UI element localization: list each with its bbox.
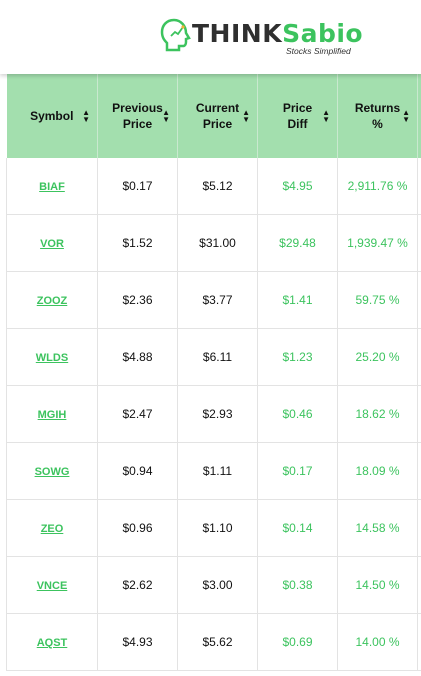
price-diff-cell: $0.69 [257,613,338,671]
brand-name-part1: THINK [192,19,283,48]
previous-price-cell: $4.93 [97,613,178,671]
current-price-cell: $2.93 [177,385,258,443]
price-diff-cell: $0.17 [257,442,338,500]
symbol-link[interactable]: WLDS [35,352,69,364]
current-price-cell: $3.00 [177,556,258,614]
column-header-price-diff[interactable]: Price Diff ▲ ▼ [257,74,338,158]
overflow-cell [417,442,421,500]
price-diff-cell: $0.14 [257,499,338,557]
table-row: ZEO $0.96 $1.10 $0.14 14.58 % [6,499,421,557]
sort-icon: ▲ ▼ [242,108,250,124]
symbol-link[interactable]: VNCE [36,580,68,592]
sort-icon: ▲ ▼ [402,108,410,124]
symbol-cell: AQST [6,613,98,671]
overflow-cell [417,499,421,557]
current-price-cell: $3.77 [177,271,258,329]
overflow-cell [417,271,421,329]
previous-price-cell: $1.52 [97,214,178,272]
current-price-cell: $5.12 [177,158,258,215]
returns-cell: 25.20 % [337,328,418,386]
symbol-link[interactable]: MGIH [37,409,67,421]
table-header-row: Symbol ▲ ▼ Previous Price ▲ ▼ Current Price … [6,74,421,158]
gainers-table-container: Symbol ▲ ▼ Previous Price ▲ ▼ Current Price … [6,74,421,676]
table-row: VOR $1.52 $31.00 $29.48 1,939.47 % [6,214,421,272]
column-header-label: Previous Price [112,101,163,131]
price-diff-cell: $29.48 [257,214,338,272]
overflow-cell [417,556,421,614]
brand-name: THINKSabio [192,20,363,48]
price-diff-cell: $1.23 [257,328,338,386]
current-price-cell: $1.11 [177,442,258,500]
head-profile-icon [160,18,191,52]
table-row: WLDS $4.88 $6.11 $1.23 25.20 % [6,328,421,386]
returns-cell: 18.09 % [337,442,418,500]
returns-cell: 14.50 % [337,556,418,614]
overflow-cell [417,613,421,671]
overflow-cell [417,214,421,272]
symbol-link[interactable]: AQST [36,637,68,649]
column-header-label: Price Diff [282,101,313,131]
column-header-current-price[interactable]: Current Price ▲ ▼ [177,74,258,158]
table-row: SOWG $0.94 $1.11 $0.17 18.09 % [6,442,421,500]
column-header-returns[interactable]: Returns% ▲ ▼ [337,74,418,158]
returns-cell: 2,911.76 % [337,158,418,215]
previous-price-cell: $4.88 [97,328,178,386]
column-header-label: Current Price [195,101,240,131]
previous-price-cell: $0.94 [97,442,178,500]
sort-icon: ▲ ▼ [82,108,90,124]
current-price-cell: $6.11 [177,328,258,386]
returns-cell: 1,939.47 % [337,214,418,272]
brand-tagline: Stocks Simplified [286,46,351,56]
column-header-symbol[interactable]: Symbol ▲ ▼ [6,74,98,158]
previous-price-cell: $0.96 [97,499,178,557]
symbol-cell: WLDS [6,328,98,386]
column-header-previous-price[interactable]: Previous Price ▲ ▼ [97,74,178,158]
symbol-cell: ZEO [6,499,98,557]
previous-price-cell: $2.47 [97,385,178,443]
symbol-link[interactable]: SOWG [34,466,70,478]
symbol-link[interactable]: ZEO [40,523,64,535]
table-row: VNCE $2.62 $3.00 $0.38 14.50 % [6,556,421,614]
table-row: BIAF $0.17 $5.12 $4.95 2,911.76 % [6,158,421,215]
price-diff-cell: $0.38 [257,556,338,614]
table-row: MGIH $2.47 $2.93 $0.46 18.62 % [6,385,421,443]
price-diff-cell: $4.95 [257,158,338,215]
price-diff-cell: $1.41 [257,271,338,329]
symbol-cell: ZOOZ [6,271,98,329]
sort-icon: ▲ ▼ [322,108,330,124]
symbol-link[interactable]: BIAF [39,181,65,193]
previous-price-cell: $2.36 [97,271,178,329]
column-header-label: Symbol [30,109,74,123]
current-price-cell: $31.00 [177,214,258,272]
returns-cell: 18.62 % [337,385,418,443]
current-price-cell: $1.10 [177,499,258,557]
price-diff-cell: $0.46 [257,385,338,443]
table-row: AQST $4.93 $5.62 $0.69 14.00 % [6,613,421,671]
thinksabio-logo[interactable]: THINKSabio Stocks Simplified [160,16,363,60]
symbol-cell: BIAF [6,158,98,215]
symbol-link[interactable]: VOR [40,238,64,250]
table-row: ZOOZ $2.36 $3.77 $1.41 59.75 % [6,271,421,329]
site-header: THINKSabio Stocks Simplified [0,0,421,74]
symbol-cell: VNCE [6,556,98,614]
column-header-label: Returns% [354,101,401,131]
overflow-cell [417,385,421,443]
overflow-cell [417,158,421,215]
current-price-cell: $5.62 [177,613,258,671]
overflow-cell [417,328,421,386]
stock-table: Symbol ▲ ▼ Previous Price ▲ ▼ Current Price … [6,74,421,671]
column-header-overflow [417,74,421,158]
brand-name-part2: Sabio [282,19,364,48]
symbol-link[interactable]: ZOOZ [36,295,68,307]
returns-cell: 14.58 % [337,499,418,557]
returns-cell: 59.75 % [337,271,418,329]
previous-price-cell: $0.17 [97,158,178,215]
returns-cell: 14.00 % [337,613,418,671]
previous-price-cell: $2.62 [97,556,178,614]
symbol-cell: SOWG [6,442,98,500]
symbol-cell: VOR [6,214,98,272]
symbol-cell: MGIH [6,385,98,443]
sort-icon: ▲ ▼ [162,108,170,124]
